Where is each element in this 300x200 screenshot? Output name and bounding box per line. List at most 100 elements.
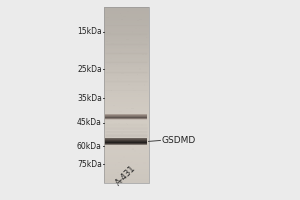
Bar [108,70,110,71]
Bar [104,168,148,171]
Bar [104,60,148,62]
Bar [124,46,126,47]
Bar [135,28,137,29]
Bar [104,165,148,167]
Bar [112,105,115,106]
Bar [137,74,138,75]
Bar [115,27,117,28]
Bar [104,170,148,172]
Bar [123,129,124,130]
Bar [126,123,127,124]
Bar [132,88,134,89]
Bar [104,17,148,20]
Bar [104,167,148,169]
Bar [141,60,142,61]
Bar [127,75,129,76]
Bar [139,19,142,20]
Bar [104,49,148,51]
Bar [108,33,110,34]
Bar [104,117,148,120]
Bar [104,140,148,142]
Bar [129,162,132,163]
Bar [104,126,148,128]
Bar [104,135,148,137]
Bar [120,51,121,52]
Bar [104,21,148,23]
Bar [116,53,118,54]
Bar [132,148,134,150]
Bar [134,150,136,152]
Bar [104,7,148,9]
Bar [114,123,117,124]
Bar [120,13,122,14]
Bar [140,85,141,86]
Bar [104,114,148,116]
Bar [104,37,148,39]
Bar [123,156,125,158]
Bar [138,94,140,95]
Bar [104,110,148,113]
Bar [104,33,148,35]
Bar [129,167,130,168]
Bar [145,76,147,77]
Bar [104,10,148,13]
Bar [104,160,148,162]
Bar [109,116,110,117]
Bar [116,151,117,152]
Bar [109,11,111,12]
Bar [122,84,123,85]
Bar [133,144,136,145]
Bar [106,67,109,68]
Bar [104,47,148,49]
Bar [104,70,148,72]
Bar [104,40,148,42]
Bar [104,51,148,53]
Bar [104,105,148,107]
Bar [121,73,124,74]
Bar [136,43,137,44]
Bar [115,164,116,166]
Bar [104,91,148,93]
Bar [104,12,148,14]
Bar [131,108,134,109]
Bar [104,26,148,28]
Bar [110,121,112,122]
Bar [104,146,148,148]
Bar [108,89,110,90]
Bar [104,103,148,106]
Bar [146,13,148,14]
Bar [104,63,148,65]
Bar [120,159,122,160]
Bar [124,114,125,116]
Text: 60kDa: 60kDa [77,142,102,151]
Bar [104,163,148,165]
Bar [128,11,129,12]
Bar [131,161,134,162]
Text: GSDMD: GSDMD [162,136,196,145]
Bar [104,68,148,70]
Text: 35kDa: 35kDa [77,94,102,103]
Bar [104,158,148,160]
Bar [104,128,148,130]
Bar [118,93,120,94]
Bar [104,174,148,176]
Bar [112,23,113,24]
Bar [104,172,148,174]
Bar [104,9,148,11]
Bar [128,62,129,63]
Bar [126,108,128,109]
Bar [116,64,118,65]
Bar [104,24,148,27]
Bar [104,142,148,144]
Bar [134,87,136,88]
Bar [132,61,134,62]
Bar [146,33,147,34]
Bar [110,58,112,59]
Bar [107,131,110,132]
Bar [104,30,148,32]
Bar [119,107,120,108]
Bar [145,147,147,149]
Bar [106,41,108,42]
Bar [104,75,148,78]
Bar [114,117,116,118]
